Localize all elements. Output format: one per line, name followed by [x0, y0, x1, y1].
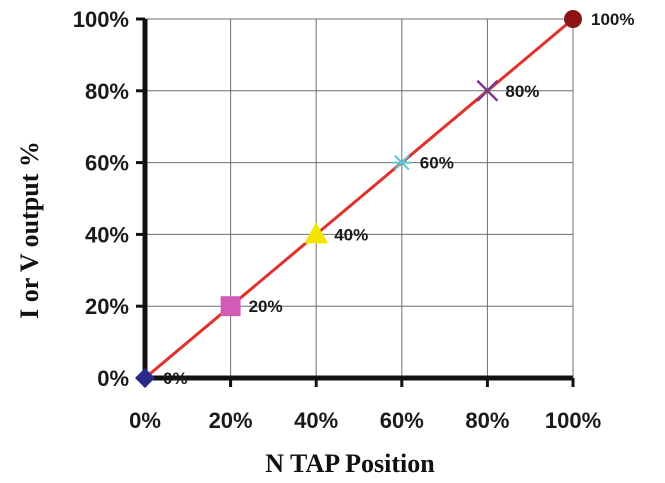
x-tick-label: 80% [465, 408, 509, 433]
x-tick-label: 20% [209, 408, 253, 433]
data-label: 100% [591, 10, 634, 29]
y-tick-label: 100% [73, 7, 129, 32]
data-label: 20% [249, 297, 283, 316]
square-marker [220, 296, 241, 317]
x-axis-title: N TAP Position [265, 449, 435, 478]
data-label: 0% [163, 369, 188, 388]
y-tick-label: 80% [85, 79, 129, 104]
y-tick-label: 60% [85, 151, 129, 176]
cross-marker [476, 79, 499, 102]
x-tick-label: 60% [380, 408, 424, 433]
y-tick-label: 40% [85, 222, 129, 247]
tick-labels: 0% 20% 40% 60% 80% 100% 0% 20% 40% 60% 80% 100% [73, 7, 601, 433]
grid [145, 18, 574, 378]
y-axis-title: I or V output % [15, 141, 44, 319]
data-label: 40% [334, 225, 368, 244]
circle-marker [564, 10, 582, 28]
x-tick-label: 0% [129, 408, 161, 433]
star-marker [391, 154, 412, 171]
diamond-marker [135, 368, 155, 388]
x-tick-label: 100% [545, 408, 601, 433]
y-tick-label: 0% [97, 366, 129, 391]
y-tick-label: 20% [85, 294, 129, 319]
triangle-marker [304, 222, 329, 244]
series-line [144, 17, 574, 380]
series: 0% 20% 40% 60% 80% 100% [135, 10, 634, 388]
data-label: 60% [420, 154, 454, 173]
x-tick-label: 40% [294, 408, 338, 433]
data-label: 80% [505, 82, 539, 101]
